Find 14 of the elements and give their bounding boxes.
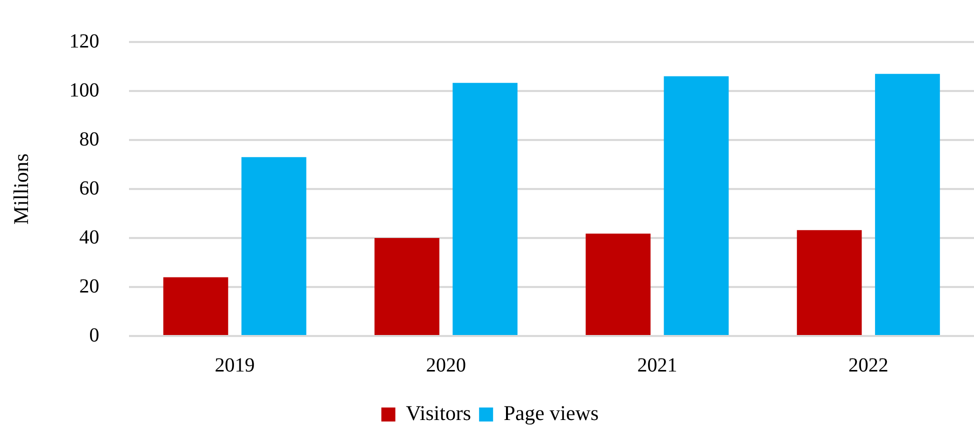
y-tick-label: 120 — [69, 30, 100, 52]
legend-label: Page views — [504, 401, 599, 426]
legend-label: Visitors — [406, 401, 472, 426]
y-tick-label: 20 — [79, 275, 100, 298]
y-tick-label: 100 — [69, 79, 100, 102]
y-tick-label: 80 — [79, 128, 100, 150]
y-axis-title: Millions — [9, 153, 34, 225]
y-tick-label: 60 — [79, 177, 100, 200]
x-tick-label: 2021 — [637, 354, 678, 376]
x-tick-label: 2020 — [426, 354, 466, 376]
y-tick-label: 40 — [79, 226, 100, 248]
x-tick-label: 2022 — [848, 354, 888, 376]
x-tick-label: 2019 — [214, 354, 255, 376]
y-tick-label: 0 — [89, 324, 100, 346]
